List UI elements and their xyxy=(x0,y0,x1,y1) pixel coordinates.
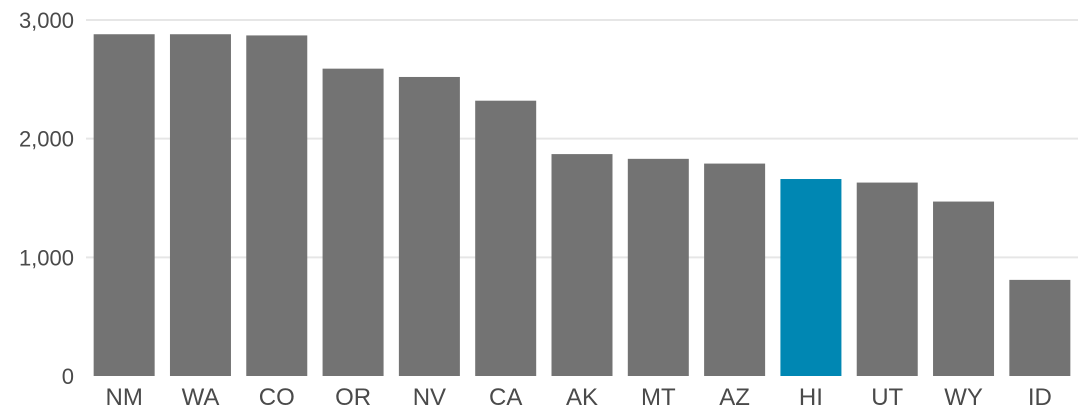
y-tick-label: 0 xyxy=(62,364,74,389)
x-tick-label-ut: UT xyxy=(871,384,903,411)
x-tick-label-ak: AK xyxy=(566,384,598,411)
bar-ut xyxy=(856,182,918,376)
x-tick-label-nv: NV xyxy=(413,384,446,411)
bar-id xyxy=(1009,279,1071,376)
bar-ak xyxy=(551,154,613,376)
x-tick-label-az: AZ xyxy=(719,384,750,411)
y-tick-label: 3,000 xyxy=(19,8,74,33)
bar-wa xyxy=(169,34,231,377)
y-tick-label: 1,000 xyxy=(19,245,74,270)
bar-nv xyxy=(398,76,460,377)
y-tick-label: 2,000 xyxy=(19,127,74,152)
x-tick-label-mt: MT xyxy=(641,384,676,411)
bar-az xyxy=(704,163,766,376)
y-axis-ticks: 0 1,000 2,000 3,000 xyxy=(19,8,74,389)
bar-mt xyxy=(627,158,689,376)
x-tick-label-or: OR xyxy=(335,384,371,411)
x-tick-label-wy: WY xyxy=(944,384,983,411)
x-tick-label-nm: NM xyxy=(105,384,142,411)
x-tick-label-ca: CA xyxy=(489,384,522,411)
bar-ca xyxy=(475,100,537,377)
bar-or xyxy=(322,68,384,377)
x-axis-ticks: NM WA CO OR NV CA AK MT AZ HI UT WY ID xyxy=(105,384,1051,411)
bar-co xyxy=(246,35,308,376)
x-tick-label-co: CO xyxy=(259,384,295,411)
x-tick-label-wa: WA xyxy=(182,384,220,411)
x-tick-label-hi: HI xyxy=(799,384,823,411)
bars xyxy=(93,34,1071,377)
bar-nm xyxy=(93,34,155,377)
bar-hi xyxy=(780,179,842,376)
x-tick-label-id: ID xyxy=(1028,384,1052,411)
bar-wy xyxy=(933,201,995,376)
